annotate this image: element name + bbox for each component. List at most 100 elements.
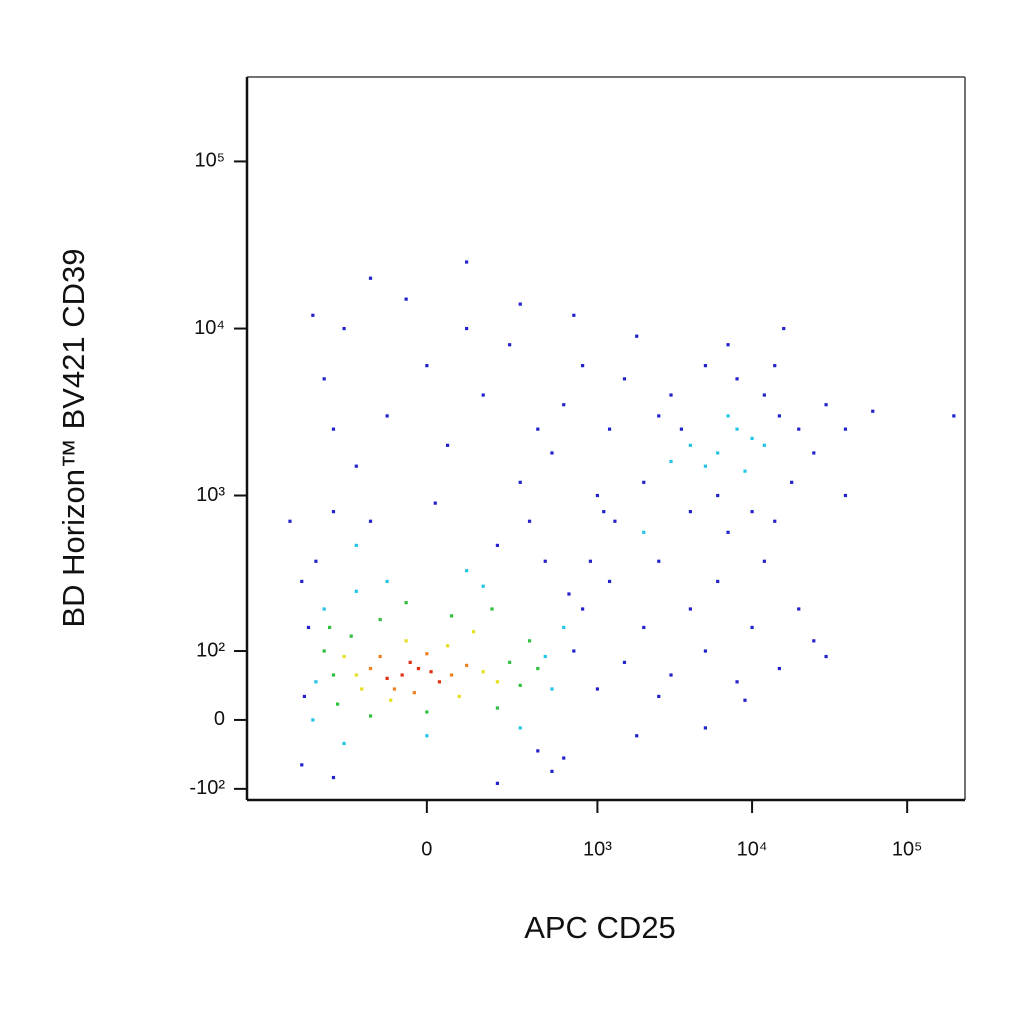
point — [465, 569, 469, 573]
x-axis-label: APC CD25 — [524, 910, 676, 945]
point — [481, 393, 485, 397]
point — [342, 654, 346, 659]
point — [703, 464, 708, 468]
point — [433, 501, 437, 505]
point — [331, 775, 336, 780]
point — [669, 459, 673, 464]
y-axis-label: BD Horizon™ BV421 CD39 — [56, 248, 91, 627]
point — [635, 334, 639, 338]
point — [669, 673, 673, 677]
point — [288, 519, 292, 523]
point — [518, 726, 522, 730]
point — [550, 687, 554, 691]
point — [750, 510, 754, 514]
point — [335, 702, 340, 706]
point — [518, 683, 522, 687]
point — [622, 377, 627, 381]
point — [404, 601, 408, 605]
point — [490, 607, 494, 611]
point — [445, 443, 450, 447]
point — [762, 393, 766, 397]
point — [797, 427, 801, 431]
point — [572, 649, 576, 653]
point — [642, 480, 646, 484]
point — [354, 464, 358, 468]
point — [642, 625, 646, 630]
point — [550, 451, 554, 455]
point — [716, 493, 720, 498]
point — [703, 364, 708, 368]
point — [311, 313, 315, 317]
point — [449, 673, 454, 677]
point — [773, 364, 777, 368]
point — [567, 592, 571, 596]
point — [735, 377, 739, 381]
point — [465, 260, 469, 264]
point — [360, 687, 364, 691]
point — [518, 302, 522, 306]
point — [527, 519, 532, 523]
point — [331, 673, 336, 677]
point — [392, 687, 397, 691]
point — [368, 714, 373, 718]
point — [716, 451, 720, 455]
point — [790, 480, 794, 484]
point — [408, 660, 412, 664]
y-tick-label: 10⁴ — [194, 317, 225, 339]
point — [508, 660, 512, 664]
point — [404, 297, 408, 301]
x-tick-label: 10³ — [583, 838, 612, 860]
y-tick-label: 10² — [196, 639, 225, 661]
point — [354, 589, 358, 593]
point — [368, 666, 373, 671]
point — [385, 414, 389, 418]
point — [368, 276, 373, 280]
point — [669, 393, 673, 397]
point — [642, 530, 646, 534]
point — [342, 741, 346, 746]
point — [782, 326, 786, 331]
point — [449, 614, 454, 618]
point — [495, 781, 500, 785]
point — [368, 519, 373, 523]
point — [314, 559, 318, 563]
y-tick-label: -10² — [189, 777, 225, 799]
point — [425, 710, 429, 714]
point — [812, 639, 816, 643]
point — [378, 617, 382, 622]
point — [657, 559, 661, 563]
x-tick-label: 0 — [421, 838, 432, 860]
point — [750, 625, 754, 630]
y-tick-label: 10³ — [196, 484, 225, 506]
point — [311, 718, 315, 722]
point — [471, 630, 476, 634]
point — [773, 519, 777, 523]
point — [562, 625, 566, 630]
point — [743, 698, 747, 702]
point — [595, 687, 600, 691]
point — [735, 680, 739, 684]
point — [527, 639, 532, 643]
point — [465, 663, 469, 668]
point — [703, 726, 708, 730]
point — [635, 734, 639, 738]
point — [429, 670, 433, 674]
point — [726, 343, 730, 347]
point — [726, 530, 730, 534]
point — [404, 639, 408, 643]
point — [385, 579, 389, 584]
point — [750, 436, 754, 441]
point — [550, 769, 554, 773]
point — [300, 763, 304, 767]
point — [425, 364, 429, 368]
point — [703, 649, 708, 653]
point — [536, 427, 540, 431]
point — [572, 313, 576, 317]
point — [824, 654, 828, 659]
point — [495, 543, 500, 547]
point — [562, 756, 566, 760]
point — [331, 510, 336, 514]
point — [314, 680, 318, 684]
point — [536, 749, 540, 753]
